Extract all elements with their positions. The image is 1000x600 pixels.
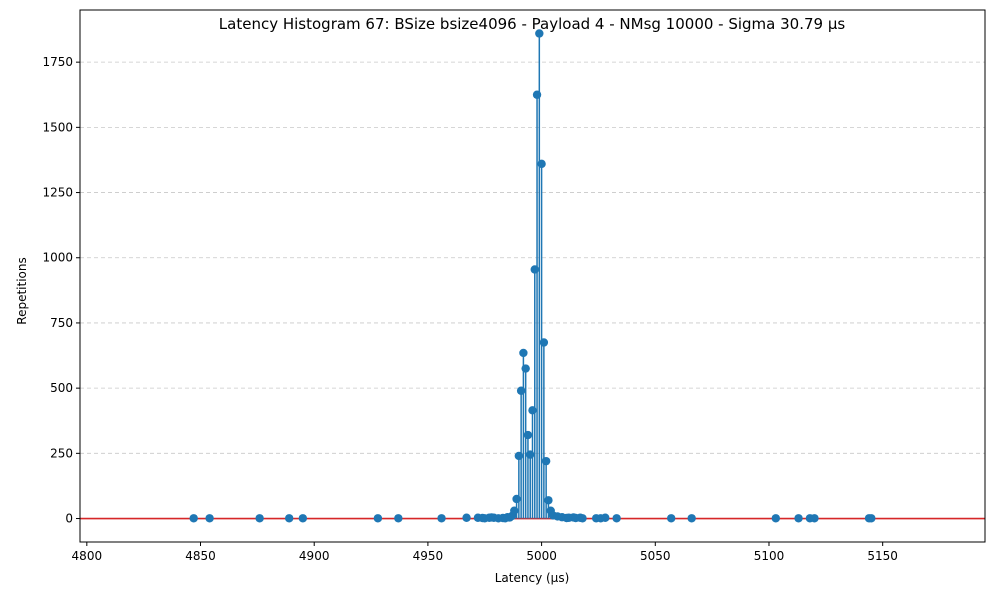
stems xyxy=(192,33,873,519)
stem-marker xyxy=(578,514,587,523)
stem-marker xyxy=(810,514,819,523)
stem-marker xyxy=(667,514,676,523)
stem-marker xyxy=(544,496,553,505)
y-axis-label: Repetitions xyxy=(15,257,29,324)
stem-marker xyxy=(189,514,198,523)
stem-marker xyxy=(530,265,539,274)
x-axis-ticks: 4800 4850 4900 4950 5000 5050 5100 5150 xyxy=(72,542,898,563)
stem-marker xyxy=(523,430,533,440)
x-tick-label: 5000 xyxy=(526,549,557,563)
stem-marker xyxy=(867,514,876,523)
stem-marker xyxy=(519,348,528,358)
stem-marker xyxy=(437,514,446,523)
stem-marker xyxy=(528,406,537,415)
y-tick-label: 1750 xyxy=(42,55,73,69)
y-tick-label: 500 xyxy=(50,381,73,395)
stem-marker xyxy=(521,364,530,373)
stem-marker xyxy=(535,29,544,38)
x-tick-label: 4950 xyxy=(413,549,444,563)
y-tick-label: 1000 xyxy=(42,251,73,265)
stem-marker xyxy=(462,513,471,522)
stem-marker xyxy=(601,513,610,522)
x-tick-label: 5150 xyxy=(867,549,898,563)
chart-title: Latency Histogram 67: BSize bsize4096 - … xyxy=(219,15,846,33)
stem-marker xyxy=(205,514,214,523)
stem-marker xyxy=(373,514,383,523)
x-tick-label: 4900 xyxy=(299,549,330,563)
plot-frame xyxy=(79,9,986,543)
x-axis-label: Latency (µs) xyxy=(495,571,570,585)
x-tick-label: 4800 xyxy=(72,549,103,563)
stem-marker xyxy=(537,159,546,169)
y-tick-label: 250 xyxy=(50,446,73,460)
y-tick-label: 750 xyxy=(50,316,73,330)
stem-marker xyxy=(516,386,526,395)
y-tick-label: 0 xyxy=(65,512,73,526)
stem-marker xyxy=(394,514,403,523)
stem-marker xyxy=(532,90,542,99)
y-tick-label: 1250 xyxy=(42,186,73,200)
stem-marker xyxy=(512,494,521,504)
stem-marker xyxy=(255,514,264,523)
stem-marker xyxy=(510,506,519,515)
stem-marker xyxy=(284,514,294,523)
stem-marker xyxy=(687,514,696,523)
stem-marker xyxy=(526,450,535,459)
stem-marker xyxy=(539,338,549,347)
markers xyxy=(189,29,876,523)
x-tick-label: 4850 xyxy=(185,549,216,563)
stem-marker xyxy=(298,514,308,523)
y-axis-ticks: 0 250 500 750 1000 1250 1500 1750 xyxy=(42,55,80,526)
x-tick-label: 5050 xyxy=(640,549,671,563)
y-tick-label: 1500 xyxy=(42,120,73,134)
stem-marker xyxy=(794,514,803,523)
stem-marker xyxy=(771,514,781,523)
stem-marker xyxy=(612,514,621,523)
x-tick-label: 5100 xyxy=(754,549,785,563)
stem-marker xyxy=(541,456,551,466)
stem-marker xyxy=(514,451,524,461)
